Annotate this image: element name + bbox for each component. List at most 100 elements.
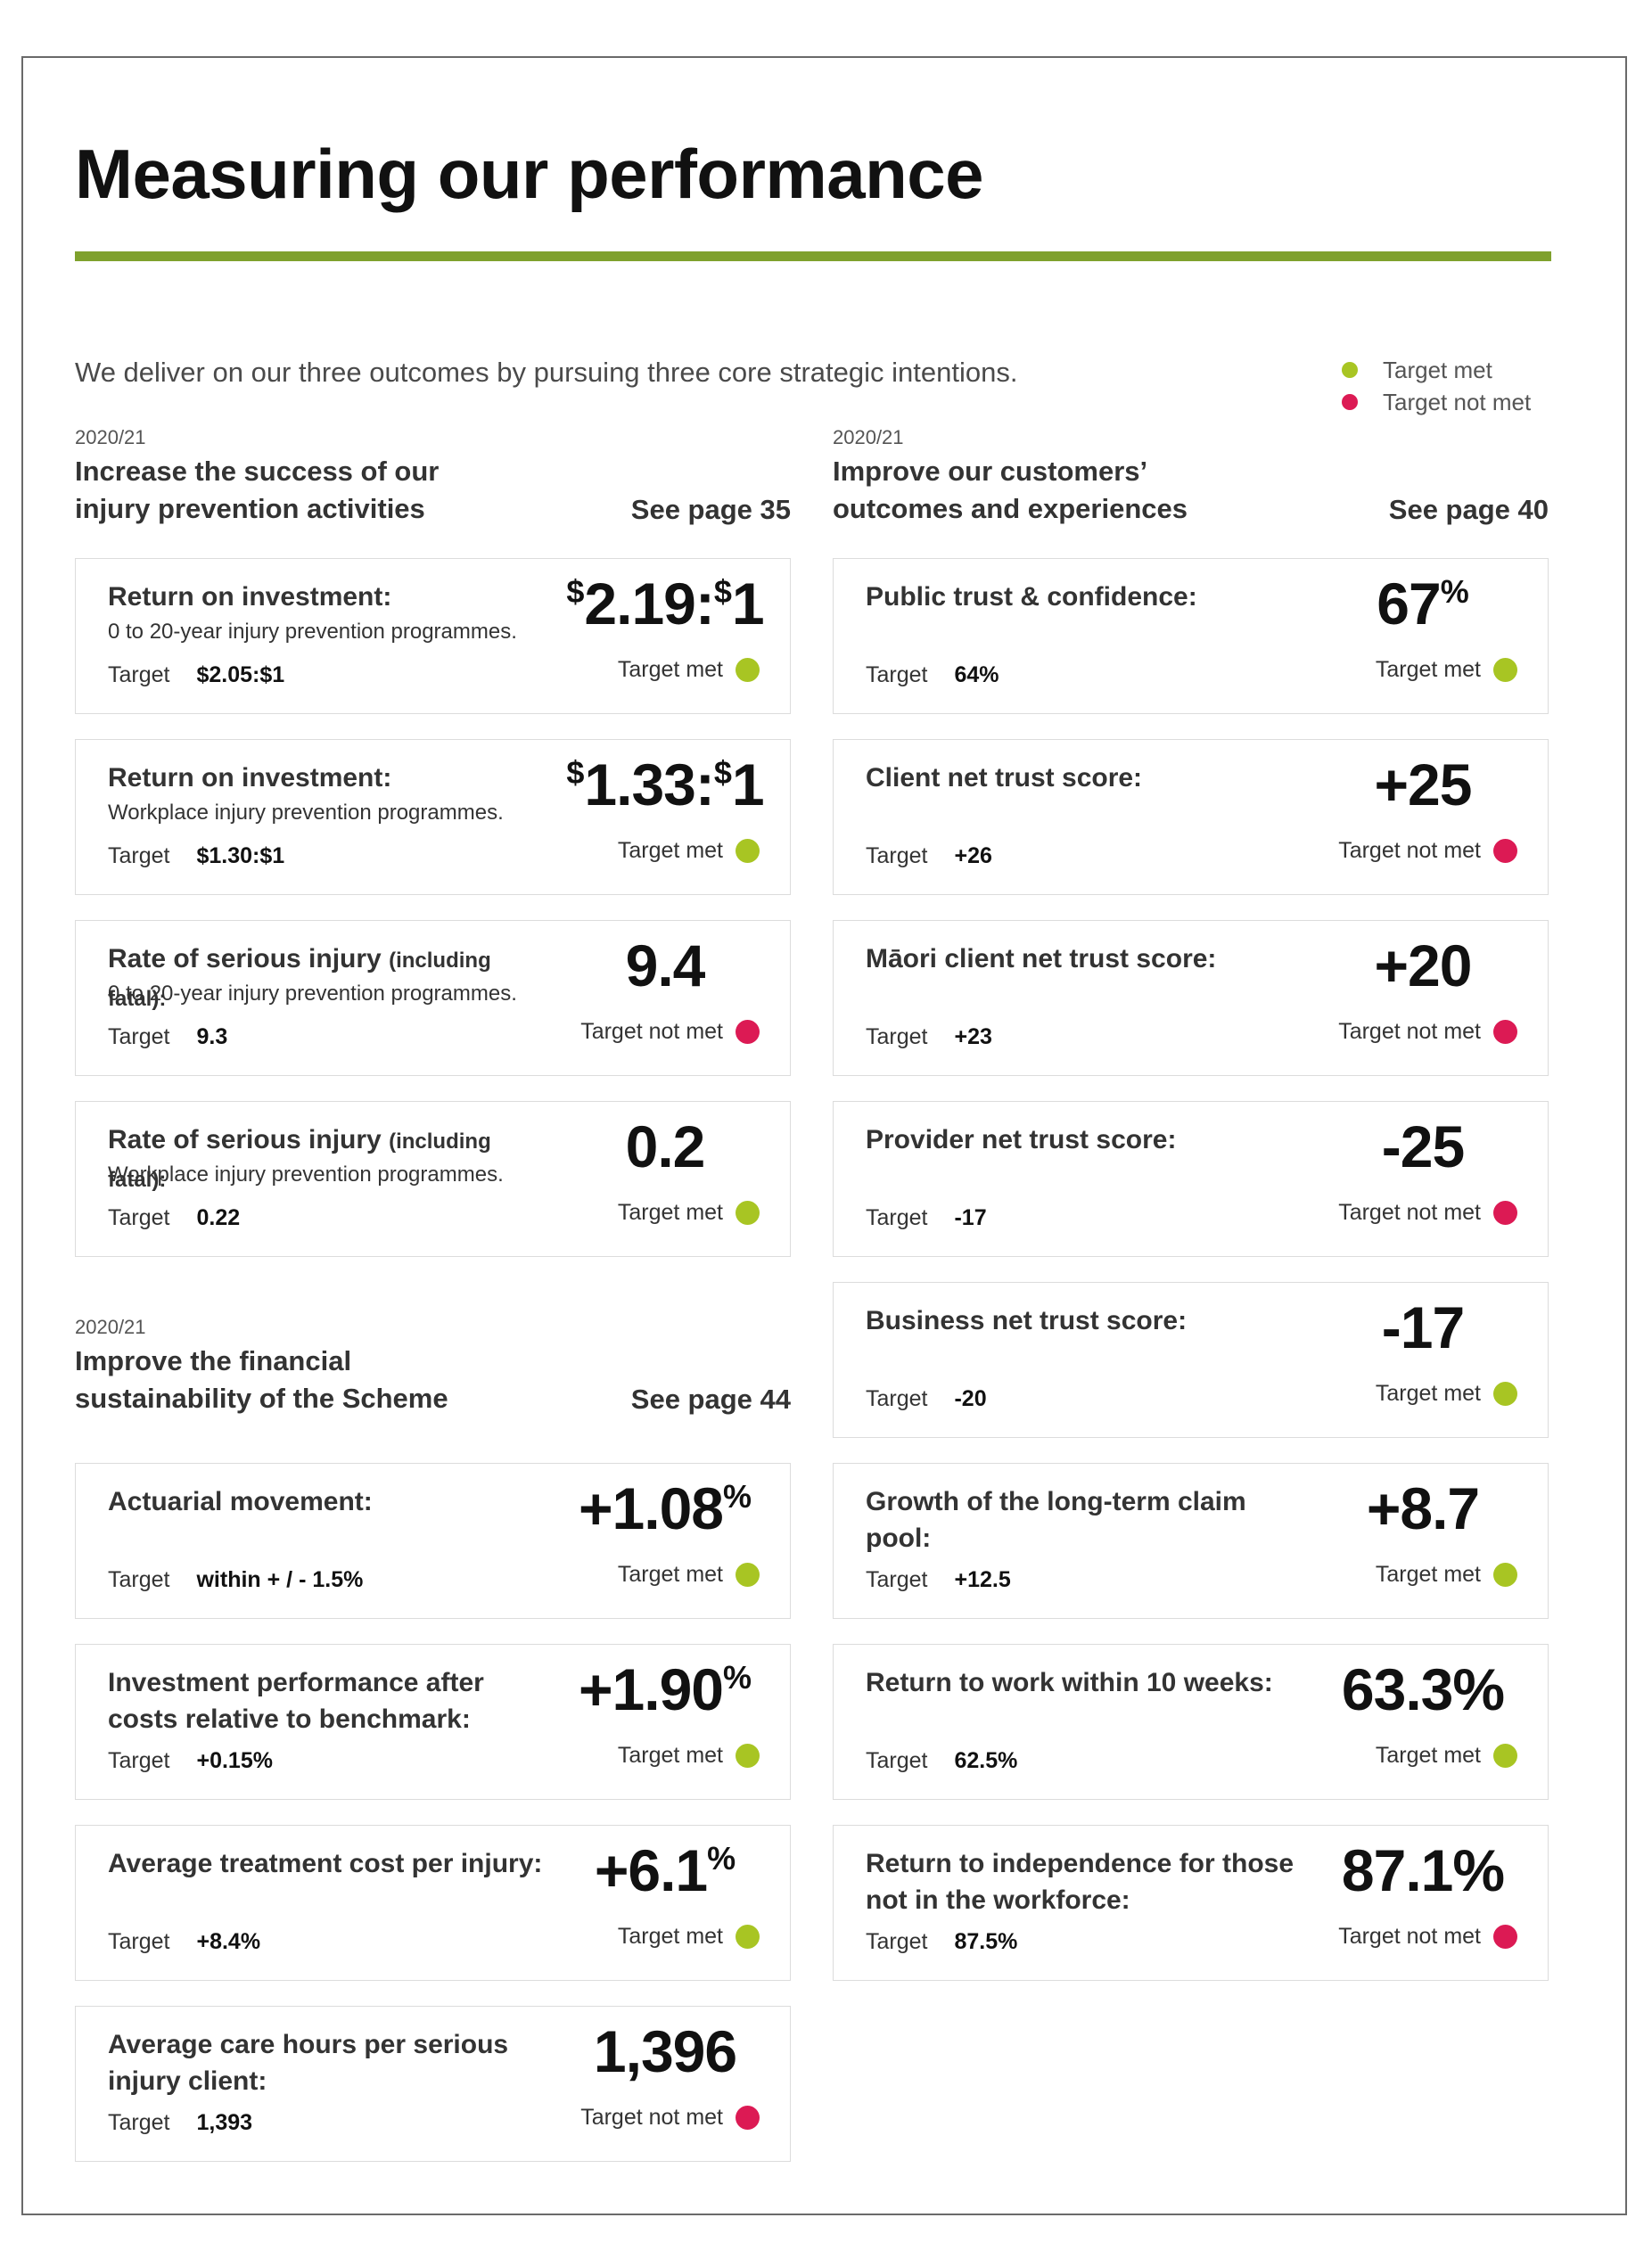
metric-status-label: Target met [617,838,723,863]
not-met-dot-icon [1493,1020,1517,1044]
metric-label: Return to work within 10 weeks: [866,1668,1273,1697]
metric-target: Target $2.05:$1 [108,662,285,687]
metric-target: Target 0.22 [108,1205,241,1230]
metric-target: Target 1,393 [108,2110,253,2135]
metric-status-label: Target met [617,1562,723,1587]
metric-card: Return on investment: Workplace injury pr… [75,739,791,895]
metric-target-value: +12.5 [954,1567,1011,1592]
metric-value: 0.2 [625,1113,706,1179]
metric-description: Workplace injury prevention programmes. [108,1162,504,1187]
metric-status-label: Target not met [580,1019,723,1044]
metric-label: Return on investment: [108,763,392,793]
metric-value: +6.1% [594,1837,736,1903]
metric-status: Target met [1376,1743,1517,1769]
metric-card: Average care hours per serious injury cl… [75,2006,791,2162]
not-met-dot-icon [1342,394,1358,410]
metric-card: Investment performance after costs relat… [75,1644,791,1800]
metric-status-label: Target not met [1338,838,1481,863]
metric-target: Target +23 [866,1024,992,1049]
metric-description: Workplace injury prevention programmes. [108,801,504,825]
see-page-link[interactable]: See page 35 [630,494,791,525]
metric-label: Rate of serious injury (including fatal)… [108,1125,491,1192]
title-rule [75,251,1551,261]
metric-status-label: Target not met [1338,1924,1481,1949]
metric-card: Return to independence for those not in … [833,1825,1549,1981]
metric-label: Growth of the long-term claim pool: [866,1487,1246,1553]
met-dot-icon [736,1925,760,1949]
metric-status: Target not met [1338,838,1517,864]
metric-target: Target +26 [866,843,992,868]
metric-status: Target met [618,1200,760,1226]
metric-label: Provider net trust score: [866,1125,1177,1154]
legend-met: Target met [1342,354,1531,386]
metric-target-value: $2.05:$1 [196,662,285,687]
metric-status: Target not met [580,2105,760,2131]
metric-value: 1,396 [593,2018,737,2084]
met-dot-icon [1342,362,1358,378]
metric-label: Return on investment: [108,582,392,612]
metric-status: Target met [1376,1381,1517,1407]
see-page-link[interactable]: See page 44 [630,1384,791,1415]
metric-status: Target not met [580,1019,760,1045]
metric-target: Target +0.15% [108,1748,273,1773]
metric-target-value: 0.22 [196,1205,241,1230]
metric-status-label: Target met [617,1924,723,1949]
metric-label: Average treatment cost per injury: [108,1849,543,1878]
metric-status: Target met [618,1924,760,1950]
metric-status: Target met [618,838,760,864]
metric-status: Target met [618,657,760,683]
metric-target: Target 64% [866,662,999,687]
metric-target: Target -20 [866,1386,987,1411]
not-met-dot-icon [1493,1201,1517,1225]
legend-not-met: Target not met [1342,386,1531,418]
not-met-dot-icon [736,1020,760,1044]
metric-status-label: Target not met [1338,1019,1481,1044]
metric-target: Target $1.30:$1 [108,843,285,868]
metric-card: Māori client net trust score: Target +23 +2… [833,920,1549,1076]
metric-target: Target 62.5% [866,1748,1018,1773]
metric-card: Growth of the long-term claim pool: Targe… [833,1463,1549,1619]
section-title: Improve the financial sustainability of … [75,1345,448,1414]
metric-status-label: Target met [1375,1562,1481,1587]
metric-value: +1.08% [578,1475,752,1541]
metric-value: +20 [1374,932,1473,998]
metric-label: Public trust & confidence: [866,582,1197,612]
metric-status-label: Target met [617,657,723,682]
met-dot-icon [736,658,760,682]
legend-met-label: Target met [1383,356,1492,383]
intro-text: We deliver on our three outcomes by purs… [75,357,1018,388]
metric-status: Target met [618,1562,760,1588]
metric-target-value: +26 [954,843,992,868]
section-title: Increase the success of our injury preve… [75,456,440,524]
metric-status: Target not met [1338,1924,1517,1950]
metric-target-value: -17 [954,1205,987,1230]
metric-value: +1.90% [578,1656,752,1722]
metric-target-value: +0.15% [196,1748,273,1773]
not-met-dot-icon [736,2106,760,2130]
metric-card: Return on investment: 0 to 20-year injury… [75,558,791,714]
metric-status-label: Target not met [1338,1200,1481,1225]
metric-target-value: 1,393 [196,2110,253,2135]
section-year: 2020/21 [75,1316,146,1338]
metric-value: $1.33:$1 [566,752,764,817]
metric-status: Target met [1376,1562,1517,1588]
see-page-link[interactable]: See page 40 [1388,494,1549,525]
metric-card: Return to work within 10 weeks: Target 62.… [833,1644,1549,1800]
metric-card: Public trust & confidence: Target 64% 67% Ta… [833,558,1549,714]
metric-target-value: +8.4% [196,1929,261,1954]
metric-label: Rate of serious injury (including fatal)… [108,944,491,1011]
met-dot-icon [1493,1382,1517,1406]
page-frame [21,56,1627,2215]
metric-label: Client net trust score: [866,763,1143,793]
metric-target-value: 64% [954,662,999,687]
metric-value: $2.19:$1 [566,571,764,637]
metric-value: -17 [1381,1294,1465,1360]
metric-target-value: +23 [954,1024,992,1049]
metric-status-label: Target met [617,1743,723,1768]
metric-status: Target met [618,1743,760,1769]
metric-card: Client net trust score: Target +26 +25 Targe… [833,739,1549,895]
metric-description: 0 to 20-year injury prevention programme… [108,620,517,644]
metric-status: Target met [1376,657,1517,683]
metric-target-value: 62.5% [954,1748,1018,1773]
metric-label: Investment performance after costs relat… [108,1668,484,1734]
